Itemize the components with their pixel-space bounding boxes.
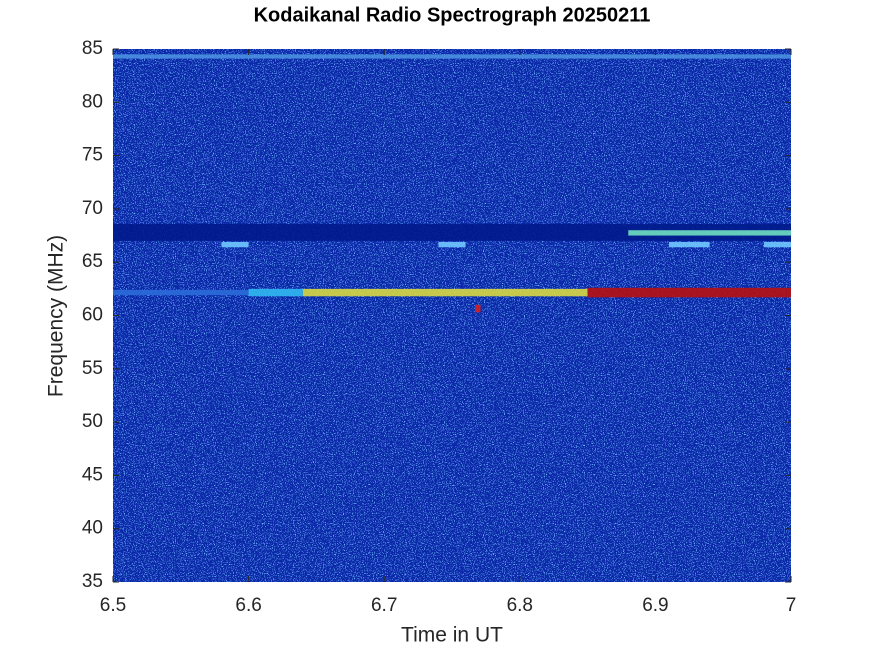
x-tick-label: 6.5	[100, 595, 126, 616]
emission-feature	[113, 289, 249, 296]
chart-title: Kodaikanal Radio Spectrograph 20250211	[254, 4, 651, 26]
y-tick-label: 60	[82, 305, 103, 326]
y-tick-label: 35	[82, 571, 103, 592]
spectrogram-noise	[113, 49, 791, 582]
y-tick-label: 80	[82, 91, 103, 112]
y-tick-label: 50	[82, 411, 103, 432]
x-tick-label: 6.7	[371, 595, 397, 616]
y-axis-label: Frequency (MHz)	[45, 235, 68, 397]
y-tick-label: 40	[82, 518, 103, 539]
y-tick-label: 45	[82, 464, 103, 485]
emission-feature	[438, 241, 466, 248]
emission-feature	[668, 241, 710, 248]
y-tick-label: 75	[82, 145, 103, 166]
emission-feature	[113, 54, 791, 59]
x-tick-label: 6.6	[235, 595, 261, 616]
y-tick-label: 55	[82, 358, 103, 379]
y-tick-label: 65	[82, 251, 103, 272]
x-axis-label: Time in UT	[401, 624, 503, 647]
emission-feature	[221, 241, 249, 248]
emission-feature	[763, 241, 791, 248]
x-tick-label: 6.9	[642, 595, 668, 616]
y-tick-label: 70	[82, 198, 103, 219]
emission-feature	[302, 288, 588, 297]
emission-feature	[628, 230, 791, 236]
x-tick-label: 6.8	[507, 595, 533, 616]
emission-feature	[587, 287, 791, 298]
emission-feature	[475, 304, 481, 313]
emission-feature	[113, 223, 791, 241]
y-tick-label: 85	[82, 38, 103, 59]
x-tick-label: 7	[786, 595, 797, 616]
emission-feature	[248, 288, 303, 297]
